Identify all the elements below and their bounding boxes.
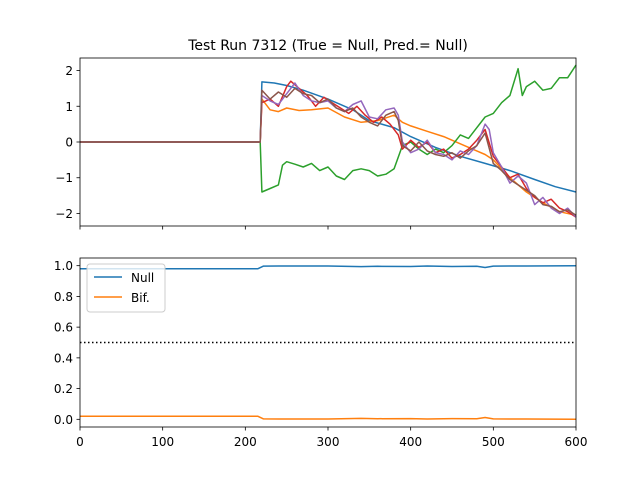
top-ytick-label: 2 (65, 64, 73, 78)
bottom-ytick-label: 0.2 (54, 382, 73, 396)
bottom-ytick-label: 0.0 (54, 413, 73, 427)
legend: Null Bif. (86, 263, 166, 313)
bottom-xtick-label: 100 (151, 435, 174, 449)
top-series-5-line (80, 82, 577, 218)
bottom-panel: 0.0 0.2 0.4 0.6 0.8 1.0 0 100 200 300 400 500 600 Nu… (54, 257, 588, 449)
top-series-6-line (80, 87, 577, 216)
bottom-xtick-label: 600 (565, 435, 588, 449)
bottom-bif-line (80, 415, 577, 420)
top-ytick-label: −2 (55, 207, 73, 221)
bottom-ytick-label: 0.8 (54, 290, 73, 304)
bottom-xtick-label: 500 (482, 435, 505, 449)
bottom-ytick-label: 0.6 (54, 321, 73, 335)
bottom-plot-area (80, 265, 577, 420)
bottom-ytick-label: 1.0 (54, 259, 73, 273)
legend-bif-label: Bif. (131, 291, 150, 305)
bottom-ytick-label: 0.4 (54, 351, 73, 365)
top-ytick-label: 0 (65, 136, 73, 150)
top-ytick-label: 1 (65, 100, 73, 114)
bottom-axes: 0.0 0.2 0.4 0.6 0.8 1.0 0 100 200 300 400 500 600 (54, 257, 588, 449)
bottom-xtick-label: 300 (317, 435, 340, 449)
legend-box (86, 263, 166, 313)
bottom-xtick-label: 400 (399, 435, 422, 449)
top-axes: 2 1 0 −1 −2 (55, 57, 577, 230)
top-series-3-line (80, 64, 577, 193)
top-chart-title: Test Run 7312 (True = Null, Pred.= Null) (187, 38, 468, 54)
top-panel: Test Run 7312 (True = Null, Pred.= Null)… (55, 38, 577, 230)
bottom-xtick-label: 0 (76, 435, 84, 449)
top-plot-area (80, 64, 577, 218)
bottom-null-line (80, 265, 577, 270)
top-series-1-line (80, 81, 577, 193)
top-ytick-label: −1 (55, 171, 73, 185)
legend-null-label: Null (131, 271, 154, 285)
bottom-xtick-label: 200 (234, 435, 257, 449)
